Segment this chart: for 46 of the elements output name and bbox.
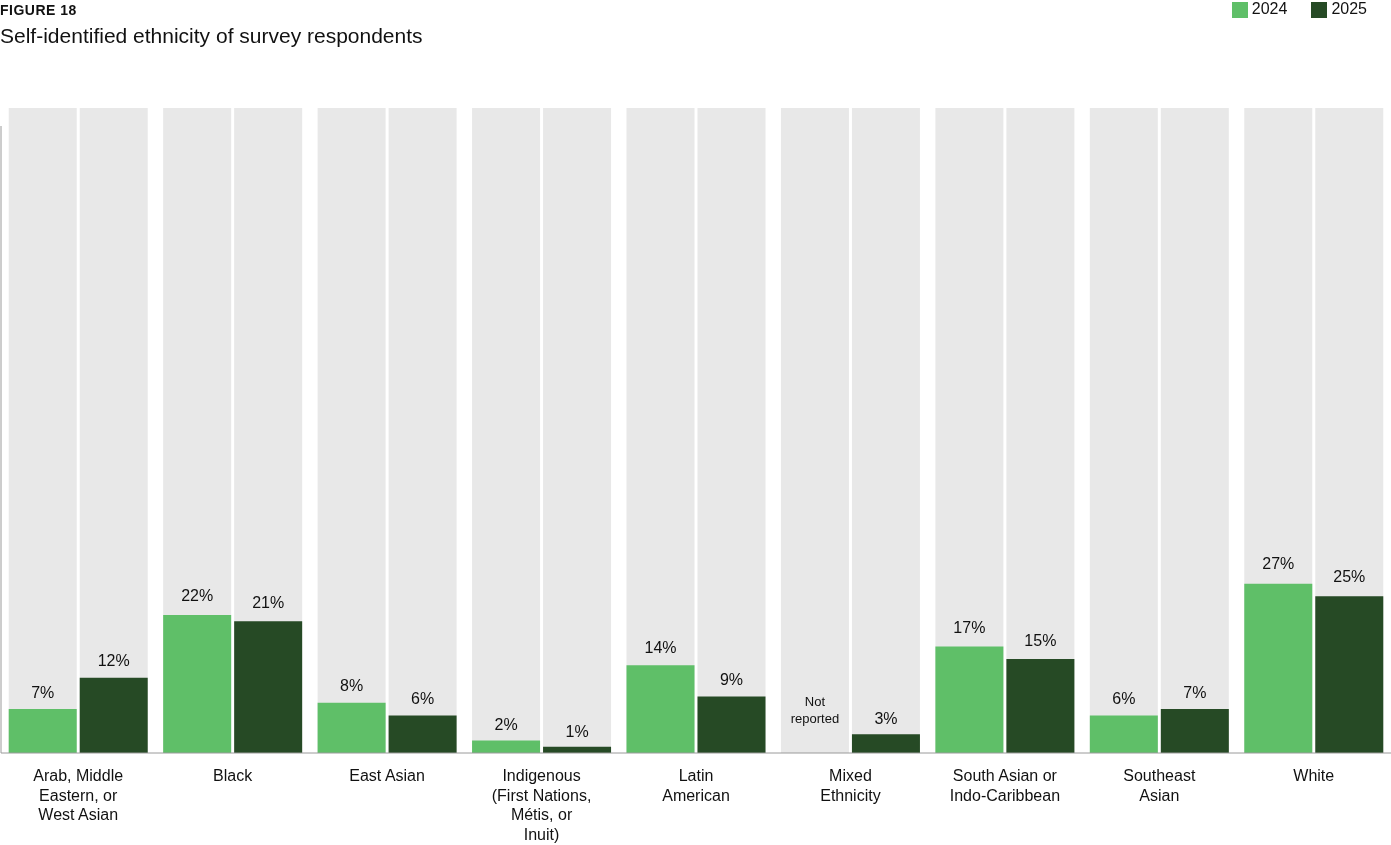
bar (1006, 658, 1075, 753)
bar (472, 740, 541, 753)
x-tick-label: Southeast Asian (1123, 767, 1196, 804)
data-label: 6% (1112, 690, 1136, 708)
x-tick-label: Arab, Middle Eastern, or West Asian (33, 767, 124, 823)
bar (1089, 715, 1158, 753)
x-tick-label: South Asian or Indo-Caribbean (949, 767, 1061, 804)
data-label: 17% (953, 619, 986, 637)
data-label: 14% (644, 638, 677, 656)
data-label: 3% (874, 709, 898, 727)
x-tick-label: Latin American (662, 767, 730, 804)
data-label: 12% (97, 651, 130, 669)
data-label: 6% (411, 690, 435, 708)
data-label: 8% (340, 677, 364, 695)
data-label: 27% (1262, 554, 1295, 572)
bar (8, 709, 77, 753)
legend-label: 2024 (1251, 0, 1288, 17)
bar (851, 734, 920, 753)
data-label: 21% (252, 593, 285, 611)
data-label: 25% (1333, 567, 1366, 585)
text: Not reported (790, 694, 840, 726)
caption: FIGURE 18 (0, 2, 77, 18)
data-label: 15% (1024, 632, 1057, 650)
bar (317, 702, 386, 753)
data-label: 7% (1183, 683, 1207, 701)
legend-label: 2025 (1331, 0, 1367, 17)
chart-title: Self-identified ethnicity of survey respondents (0, 24, 423, 48)
data-label: 9% (719, 670, 744, 688)
bar (79, 677, 148, 753)
bar (1160, 709, 1229, 753)
bar (234, 621, 303, 753)
data-label: 7% (31, 683, 55, 701)
bar (163, 615, 232, 753)
data-label: 1% (565, 722, 589, 740)
x-tick-label: White (1293, 767, 1335, 784)
bar (626, 665, 695, 753)
x-tick-label: Mixed Ethnicity (820, 767, 881, 804)
data-label: 22% (181, 587, 214, 605)
x-tick-label: Black (213, 767, 254, 784)
bar (388, 715, 457, 753)
data-label: 2% (494, 716, 518, 734)
bar (935, 646, 1004, 753)
x-tick-label: Indigenous (First Nations, Métis, or Inuit) (491, 767, 592, 843)
bar (1315, 596, 1384, 753)
bar (697, 696, 766, 753)
x-tick-label: East Asian (349, 767, 425, 784)
